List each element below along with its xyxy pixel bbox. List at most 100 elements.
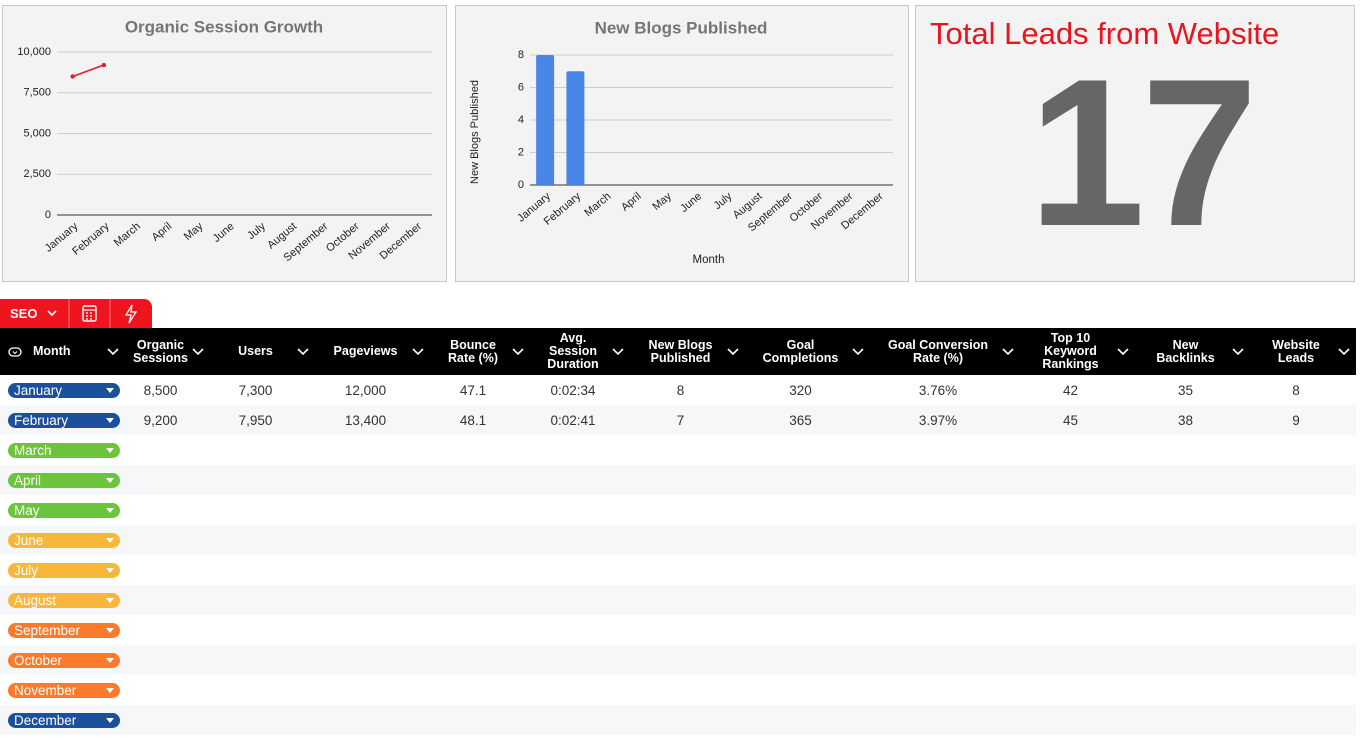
table-cell: 7,950 (238, 412, 273, 428)
dropdown-icon[interactable] (297, 348, 309, 356)
column-header[interactable]: Goal Conversion Rate (%) (870, 328, 1020, 375)
month-chip[interactable]: July (8, 563, 120, 578)
month-chip[interactable]: May (8, 503, 120, 518)
dropdown-icon[interactable] (1002, 348, 1014, 356)
table-cell: 12,000 (344, 382, 387, 398)
chart-title: Organic Session Growth (125, 17, 323, 36)
table-row: August (0, 585, 1356, 615)
x-tick-label: June (678, 190, 704, 215)
column-header[interactable]: New Backlinks (1135, 328, 1250, 375)
y-tick-label: 0 (518, 179, 524, 191)
table-cell: 35 (1177, 382, 1194, 398)
table-row: December (0, 705, 1356, 735)
dropdown-icon[interactable] (192, 348, 204, 356)
table-cell: 365 (789, 412, 812, 428)
month-chip[interactable]: November (8, 683, 120, 698)
table-cell: 3.76% (918, 382, 958, 398)
dropdown-icon[interactable] (852, 348, 864, 356)
month-chip[interactable]: June (8, 533, 120, 548)
table-cell: 42 (1062, 382, 1079, 398)
month-chip[interactable]: February (8, 413, 120, 428)
x-tick-label: July (245, 220, 268, 242)
x-tick-label: May (650, 190, 674, 213)
column-header[interactable]: Pageviews (315, 328, 430, 375)
y-tick-label: 0 (45, 209, 51, 221)
header-row: Month Organic Sessions Users Pageviews Bounc… (0, 328, 1356, 375)
scorecard: Total Leads from Website 17 (915, 5, 1355, 282)
scorecard-title: Total Leads from Website (930, 16, 1280, 51)
bar (566, 71, 585, 185)
y-tick-label: 2,500 (23, 168, 51, 180)
tab-label[interactable]: SEO (10, 306, 38, 321)
dropdown-icon[interactable] (1232, 348, 1244, 356)
column-header[interactable]: Goal Completions (745, 328, 870, 375)
table-cell: 8,500 (143, 382, 178, 398)
dropdown-icon[interactable] (412, 348, 424, 356)
column-header[interactable]: Organic Sessions (125, 328, 210, 375)
column-header[interactable]: Top 10 Keyword Rankings (1020, 328, 1135, 375)
x-axis-label: Month (693, 254, 725, 266)
table-cell: 320 (789, 382, 812, 398)
dropdown-icon[interactable] (512, 348, 524, 356)
y-tick-label: 2 (518, 146, 524, 158)
charts: Organic Session Growth 0 2,500 5,000 7,500 10… (17, 17, 893, 266)
y-tick-label: 6 (518, 81, 524, 93)
scorecard-value: 17 (1028, 35, 1258, 270)
y-tick-label: 7,500 (23, 87, 51, 99)
table-cell: 47.1 (459, 382, 487, 398)
dropdown-icon[interactable] (1338, 348, 1350, 356)
chart-title: New Blogs Published (595, 18, 768, 37)
y-tick-label: 10,000 (17, 46, 51, 58)
table-cell: 8 (1292, 382, 1300, 398)
chip-column-icon (8, 347, 22, 357)
table-row: May (0, 495, 1356, 525)
column-header[interactable]: Bounce Rate (%) (430, 328, 530, 375)
table-row: February 9,200 7,950 13,400 48.1 0:02:41 7 365 3… (0, 405, 1356, 435)
table-cell: 0:02:41 (550, 412, 596, 428)
month-chip[interactable]: October (8, 653, 120, 668)
dropdown-icon[interactable] (612, 348, 624, 356)
point (101, 62, 107, 68)
y-axis-label: New Blogs Published (469, 80, 481, 184)
x-tick-label: March (582, 190, 613, 219)
month-chip[interactable]: December (8, 713, 120, 728)
month-chip[interactable]: September (8, 623, 120, 638)
table-cell: 8 (676, 382, 685, 398)
column-header[interactable]: Avg. Session Duration (530, 328, 630, 375)
table-cell: 7 (676, 412, 685, 428)
point (70, 74, 75, 79)
column-header[interactable]: Website Leads (1250, 328, 1356, 375)
x-tick-label: March (112, 220, 143, 249)
table-cell: 13,400 (344, 412, 387, 428)
table-cell: 38 (1177, 412, 1194, 428)
table-cell: 9 (1292, 412, 1300, 428)
table-row: November (0, 675, 1356, 705)
column-header[interactable]: Users (210, 328, 315, 375)
table-row: March (0, 435, 1356, 465)
line-series (72, 64, 105, 78)
column-header[interactable]: New Blogs Published (630, 328, 745, 375)
month-chip[interactable]: January (8, 383, 120, 398)
table-row: September (0, 615, 1356, 645)
dropdown-icon[interactable] (107, 348, 119, 356)
table-row: July (0, 555, 1356, 585)
column-header[interactable]: Month (0, 328, 125, 375)
table-cell: 48.1 (459, 412, 487, 428)
table-cell: 45 (1062, 412, 1079, 428)
table-row: April (0, 465, 1356, 495)
month-chip[interactable]: April (8, 473, 120, 488)
month-chip[interactable]: March (8, 443, 120, 458)
month-chip[interactable]: August (8, 593, 120, 608)
x-tick-label: April (150, 220, 175, 243)
bar (536, 55, 555, 185)
table-row: June (0, 525, 1356, 555)
dropdown-icon[interactable] (727, 348, 739, 356)
y-tick-label: 8 (518, 49, 524, 61)
dropdown-icon[interactable] (1117, 348, 1129, 356)
table-cell: 0:02:34 (550, 382, 596, 398)
x-tick-label: April (619, 190, 644, 213)
y-tick-label: 4 (518, 114, 524, 126)
sheet-toolbar: SEO (0, 299, 152, 328)
table-row: January 8,500 7,300 12,000 47.1 0:02:34 8 320 3.… (0, 375, 1356, 405)
